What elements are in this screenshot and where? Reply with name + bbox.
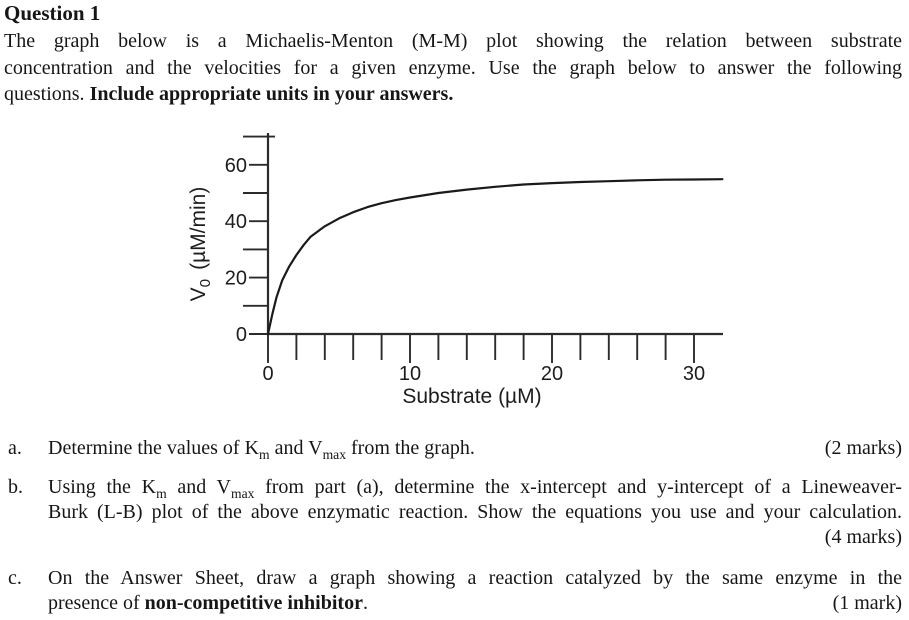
item-a-marks: (2 marks) [824,437,902,459]
intro-line-3-bold: Include appropriate units in your answer… [89,83,454,105]
item-b-marks: (4 marks) [824,526,902,548]
km-subscript: m [259,447,270,462]
question-item-b: b. Using the Km and Vmax from part (a), … [8,475,902,550]
x-axis-label: Substrate (µM) [402,385,542,408]
y-tick-label: 20 [225,268,247,290]
intro-paragraph: The graph below is a Michaelis-Menton (M… [4,28,902,108]
velocity-curve [266,178,724,336]
intro-line-3: questions. Include appropriate units in … [4,81,902,108]
y-axis-label-units: (µM/min) [187,186,210,270]
item-c-line-1: On the Answer Sheet, draw a graph showin… [48,567,902,589]
question-title: Question 1 [4,1,101,25]
item-b-marker: b. [8,476,23,498]
item-c-bold-text: non-competitive inhibitor [144,592,363,614]
question-item-a: a. Determine the values of Km and Vmax f… [8,436,902,461]
y-tick-label: 0 [236,324,247,346]
x-tick-label: 20 [541,363,563,385]
y-tick-label: 40 [225,211,247,233]
intro-line-1: The graph below is a Michaelis-Menton (M… [4,30,902,52]
x-tick-label: 30 [683,363,705,385]
x-tick-label: 10 [399,363,421,385]
vmax-subscript: max [231,486,255,501]
item-b-line-2: Burk (L-B) plot of the above enzymatic r… [48,501,902,523]
x-tick-label: 0 [262,363,273,385]
item-b-line-1: Using the Km and Vmax from part (a), det… [48,476,902,501]
item-a-text: Determine the values of Km and Vmax from… [48,437,475,462]
item-c-line-2: presence of non-competitive inhibitor. [48,592,368,614]
y-axis-label-subscript: 0 [197,278,215,288]
intro-line-2: concentration and the velocities for a g… [4,56,902,79]
intro-line-3-normal: questions. [4,83,90,105]
item-c-marker: c. [8,567,22,589]
item-c-marks: (1 mark) [832,592,902,614]
y-axis-label-symbol: V [187,287,210,302]
y-tick-label: 60 [225,155,247,177]
item-a-marker: a. [8,437,22,459]
mm-plot: 0 20 40 60 0 10 20 30 [225,133,724,385]
question-item-c: c. On the Answer Sheet, draw a graph sho… [8,566,902,616]
vmax-subscript: max [322,447,346,462]
km-subscript: m [156,486,167,501]
y-axis-label: V0 (µM/min) [187,186,215,302]
